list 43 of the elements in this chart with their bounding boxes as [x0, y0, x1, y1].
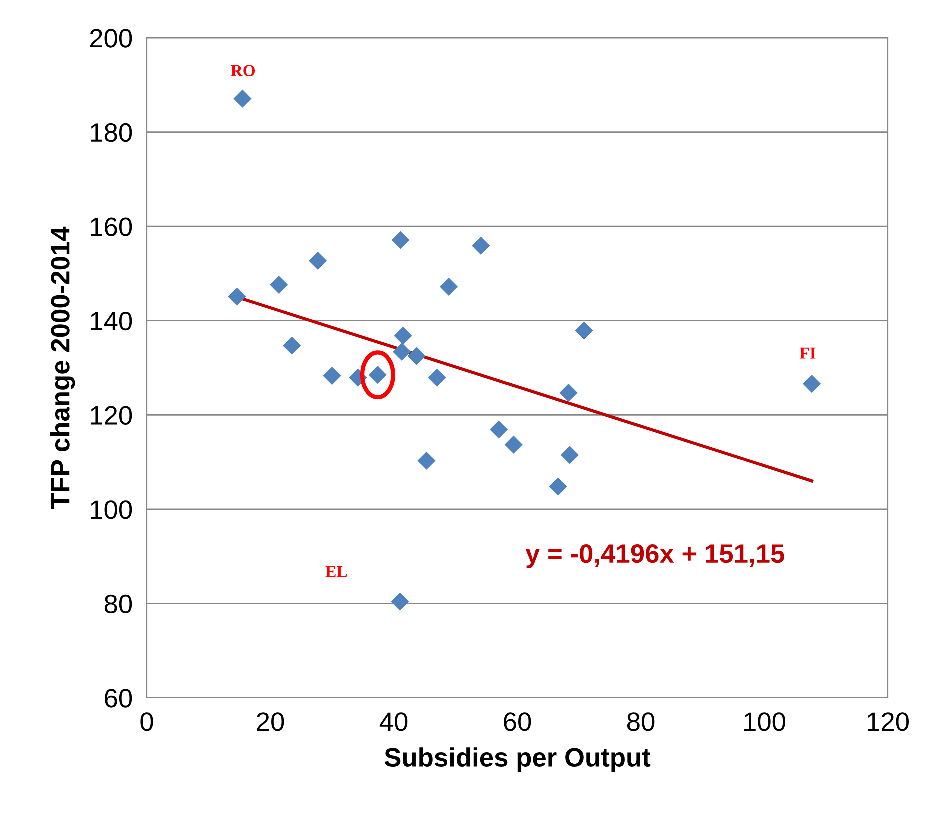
x-tick-label: 60: [504, 712, 532, 732]
point: [490, 420, 508, 439]
point: [392, 231, 410, 250]
point: [560, 384, 578, 402]
annotation: y = -0,4196x + 151,15: [526, 544, 784, 568]
point: [472, 236, 490, 255]
x-tick-label: 100: [744, 712, 786, 732]
point: [270, 276, 288, 294]
point: [575, 322, 594, 340]
point: [408, 347, 426, 366]
annotation: RO: [231, 65, 256, 76]
y-axis-title: TFP change 2000-2014: [50, 226, 76, 510]
point: [391, 592, 410, 611]
y-tick-label: 60: [105, 689, 132, 708]
y-tick-label: 160: [91, 218, 132, 236]
x-tick-label: 80: [627, 712, 655, 732]
annotation: EL: [326, 566, 348, 578]
point: [418, 452, 436, 470]
x-tick-label: 0: [140, 712, 154, 732]
x-tick-label: 40: [380, 712, 408, 732]
x-axis-title: Subsidies per Output: [384, 748, 651, 772]
point: [504, 436, 523, 454]
point: [392, 342, 412, 362]
y-tick-label: 100: [91, 500, 132, 520]
point: [283, 336, 302, 355]
point: [323, 366, 342, 386]
point: [394, 326, 412, 345]
point: [560, 446, 580, 464]
point: [228, 288, 246, 306]
y-tick-label: 200: [90, 29, 132, 48]
point: [802, 374, 822, 394]
point: [549, 478, 568, 496]
x-tick-label: 20: [257, 712, 284, 732]
point: [440, 278, 458, 296]
x-tick-label: 120: [868, 712, 909, 732]
point: [234, 90, 252, 108]
y-tick-label: 140: [91, 312, 132, 331]
point: [308, 252, 328, 270]
y-tick-label: 120: [91, 406, 132, 425]
y-tick-label: 80: [104, 594, 132, 614]
point: [428, 368, 446, 387]
y-tick-label: 180: [91, 123, 132, 142]
annotation: FI: [800, 348, 816, 359]
